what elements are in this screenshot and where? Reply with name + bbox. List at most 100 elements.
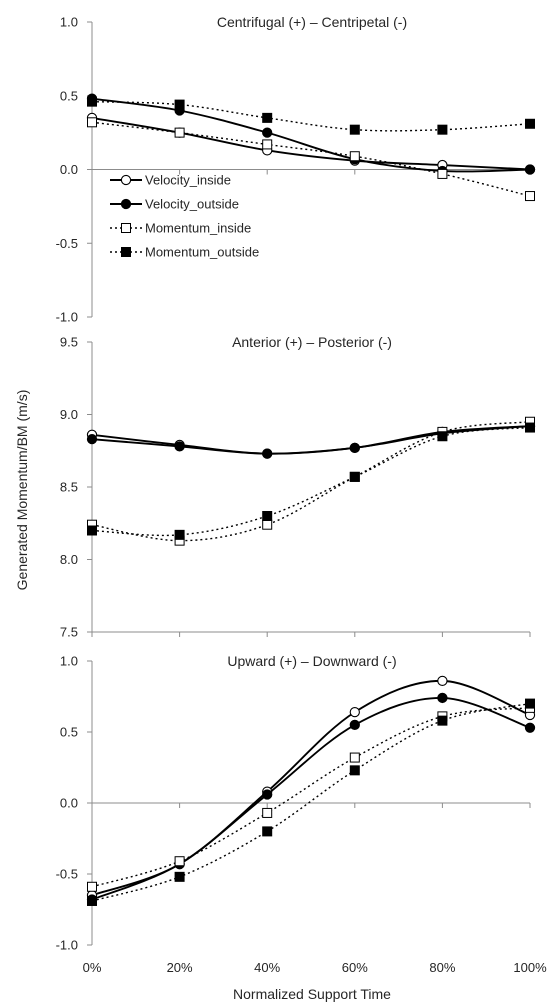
data-point — [262, 511, 273, 521]
data-point — [262, 826, 273, 837]
panel-1: 1.0 0.5 0.0 -0.5 -1.0 Centrifugal (+) – Centr… — [56, 14, 536, 325]
series-line — [91, 425, 531, 455]
data-point — [349, 752, 360, 763]
y-tick-label: 0.0 — [60, 796, 78, 811]
y-tick-label: -1.0 — [56, 938, 78, 953]
y-tick-label: -0.5 — [56, 867, 78, 882]
panel-title: Upward (+) – Downward (-) — [227, 653, 396, 669]
data-point — [174, 127, 185, 138]
legend-label: Momentum_outside — [145, 245, 259, 260]
x-tick-label: 100% — [513, 960, 547, 975]
panel-3: 1.0 0.5 0.0 -0.5 -1.0 Upward (+) – Downward (… — [56, 653, 536, 953]
data-point — [437, 124, 448, 135]
series-line — [91, 702, 531, 902]
data-point — [349, 765, 360, 776]
series-momentum-outside — [87, 96, 535, 135]
series-velocity-outside — [86, 692, 536, 905]
data-point — [262, 127, 273, 138]
data-point — [174, 99, 185, 110]
data-point — [525, 698, 535, 709]
series-velocity-inside — [86, 675, 536, 901]
data-point — [262, 807, 273, 818]
panel-2: 9.5 9.0 8.5 8.0 7.5 Anterior (+) – Posterior … — [60, 334, 536, 640]
data-point — [349, 706, 360, 718]
panel-title: Anterior (+) – Posterior (-) — [232, 334, 392, 350]
data-point — [437, 168, 448, 179]
data-point — [174, 441, 185, 452]
legend-label: Velocity_inside — [145, 173, 231, 188]
data-point — [87, 96, 97, 107]
y-tick-label: 0.5 — [60, 88, 78, 103]
data-point — [262, 448, 273, 459]
legend-marker — [121, 247, 131, 257]
series-line — [91, 116, 531, 171]
data-point — [349, 719, 360, 731]
y-tick-label: 1.0 — [60, 654, 78, 669]
y-tick-label: 8.0 — [60, 552, 78, 567]
data-point — [87, 895, 97, 906]
legend-marker — [121, 223, 131, 233]
x-tick-label: 60% — [342, 960, 368, 975]
series-momentum-inside — [87, 702, 535, 892]
legend: Velocity_inside Velocity_outside Momentum_… — [110, 173, 259, 260]
data-point — [524, 164, 536, 175]
series-momentum-outside — [87, 422, 535, 540]
series-line — [91, 426, 531, 537]
x-tick-label: 80% — [429, 960, 455, 975]
series-velocity-inside — [86, 112, 536, 175]
data-point — [174, 856, 185, 867]
series-line — [91, 421, 531, 542]
data-point — [437, 431, 448, 442]
y-axis-title: Generated Momentum/BM (m/s) — [14, 390, 30, 591]
panel-title: Centrifugal (+) – Centripetal (-) — [217, 14, 407, 30]
data-point — [87, 525, 97, 536]
series-line — [91, 696, 531, 901]
data-point — [524, 722, 536, 733]
y-tick-label: 0.0 — [60, 162, 78, 177]
y-tick-label: 1.0 — [60, 15, 78, 30]
data-point — [525, 422, 535, 433]
series-velocity-outside — [86, 93, 536, 177]
legend-label: Momentum_inside — [145, 221, 251, 236]
y-tick-label: 7.5 — [60, 625, 78, 640]
data-point — [525, 191, 535, 202]
series-line — [91, 707, 531, 888]
data-point — [525, 118, 535, 129]
legend-marker — [120, 198, 132, 210]
data-point — [437, 715, 448, 726]
data-point — [349, 471, 360, 482]
series-line — [91, 679, 531, 897]
x-tick-label: 40% — [254, 960, 280, 975]
legend-item-velocity-inside: Velocity_inside — [110, 173, 231, 188]
data-point — [262, 112, 273, 123]
legend-item-momentum-outside: Momentum_outside — [110, 245, 259, 260]
data-point — [87, 881, 97, 892]
y-tick-label: 0.5 — [60, 725, 78, 740]
data-point — [174, 529, 185, 540]
legend-item-velocity-outside: Velocity_outside — [110, 197, 239, 212]
series-momentum-inside — [87, 416, 535, 546]
series-momentum-inside — [87, 117, 535, 202]
data-point — [349, 151, 360, 162]
y-tick-label: 9.0 — [60, 407, 78, 422]
legend-item-momentum-inside: Momentum_inside — [110, 221, 251, 236]
series-line — [91, 100, 531, 132]
series-line — [91, 97, 531, 173]
legend-marker — [120, 174, 132, 186]
y-tick-label: -0.5 — [56, 236, 78, 251]
x-tick-label: 20% — [167, 960, 193, 975]
data-point — [437, 692, 448, 704]
data-point — [86, 433, 98, 445]
x-tick-label: 0% — [83, 960, 102, 975]
data-point — [87, 117, 97, 128]
legend-label: Velocity_outside — [145, 197, 239, 212]
series-momentum-outside — [87, 698, 535, 906]
y-tick-label: 9.5 — [60, 335, 78, 350]
data-point — [262, 139, 273, 150]
y-tick-label: -1.0 — [56, 310, 78, 325]
series-velocity-outside — [86, 420, 536, 459]
y-tick-label: 8.5 — [60, 480, 78, 495]
data-point — [349, 442, 360, 453]
x-axis-title: Normalized Support Time — [233, 986, 391, 1002]
